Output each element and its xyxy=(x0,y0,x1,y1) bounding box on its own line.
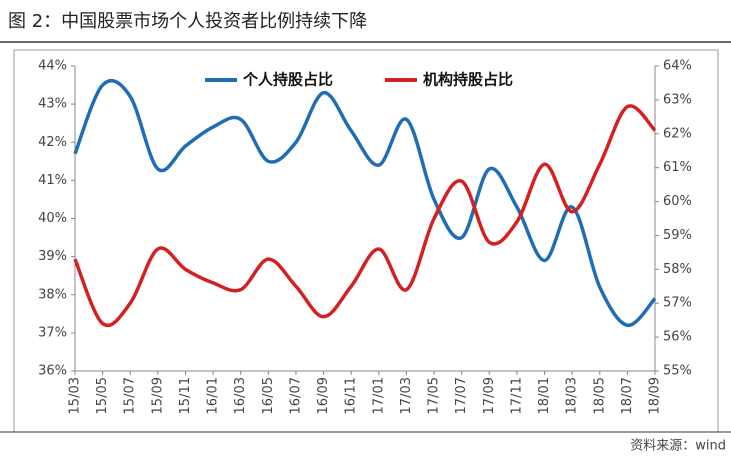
y2-tick-label: 62% xyxy=(663,126,692,141)
chart-title: 图 2：中国股票市场个人投资者比例持续下降 xyxy=(8,11,367,32)
line-series xyxy=(73,79,657,327)
y-tick-label: 44% xyxy=(38,59,67,74)
x-tick-label: 15/11 xyxy=(178,377,193,414)
y2-tick-label: 56% xyxy=(663,330,692,345)
x-tick-label: 17/01 xyxy=(371,377,386,414)
y-tick-label: 40% xyxy=(38,211,67,226)
y2-tick-label: 57% xyxy=(663,296,692,311)
chart-frame xyxy=(13,49,719,433)
x-tick-label: 16/05 xyxy=(261,377,276,414)
x-tick-label: 16/09 xyxy=(316,377,331,414)
x-tick-label: 18/07 xyxy=(620,377,635,414)
x-tick-label: 16/07 xyxy=(288,377,303,414)
x-tick-label: 15/09 xyxy=(150,377,165,414)
y2-tick-label: 64% xyxy=(663,59,692,74)
x-tick-label: 17/03 xyxy=(399,377,414,414)
y2-tick-label: 55% xyxy=(663,364,692,379)
x-tick-label: 15/07 xyxy=(123,377,138,414)
y2-tick-label: 60% xyxy=(663,194,692,209)
x-tick-label: 16/03 xyxy=(233,377,248,414)
y2-tick-label: 63% xyxy=(663,92,692,107)
y-tick-label: 38% xyxy=(38,287,67,302)
x-tick-label: 16/11 xyxy=(344,377,359,414)
x-tick-label: 18/05 xyxy=(592,377,607,414)
x-tick-label: 18/09 xyxy=(648,377,663,414)
x-tick-label: 16/01 xyxy=(206,377,221,414)
y-tick-label: 39% xyxy=(38,249,67,264)
x-tick-label: 17/09 xyxy=(482,377,497,414)
line-series xyxy=(73,104,657,328)
y2-tick-label: 58% xyxy=(663,262,692,277)
x-tick-label: 17/07 xyxy=(454,377,469,414)
y-tick-label: 36% xyxy=(38,364,67,379)
y-tick-label: 43% xyxy=(38,97,67,112)
y-tick-label: 42% xyxy=(38,135,67,150)
y-tick-label: 37% xyxy=(38,325,67,340)
x-tick-label: 18/01 xyxy=(537,377,552,414)
x-tick-label: 17/05 xyxy=(427,377,442,414)
legend: 个人持股占比 xyxy=(242,71,333,89)
x-tick-label: 18/03 xyxy=(565,377,580,414)
source: 资料来源：wind xyxy=(630,439,726,454)
x-tick-label: 15/05 xyxy=(95,377,110,414)
y2-tick-label: 61% xyxy=(663,160,692,175)
legend: 机构持股占比 xyxy=(423,71,513,89)
y-tick-label: 41% xyxy=(38,173,67,188)
x-tick-label: 17/11 xyxy=(509,377,524,414)
x-tick-label: 15/03 xyxy=(68,377,83,414)
y2-tick-label: 59% xyxy=(663,228,692,243)
